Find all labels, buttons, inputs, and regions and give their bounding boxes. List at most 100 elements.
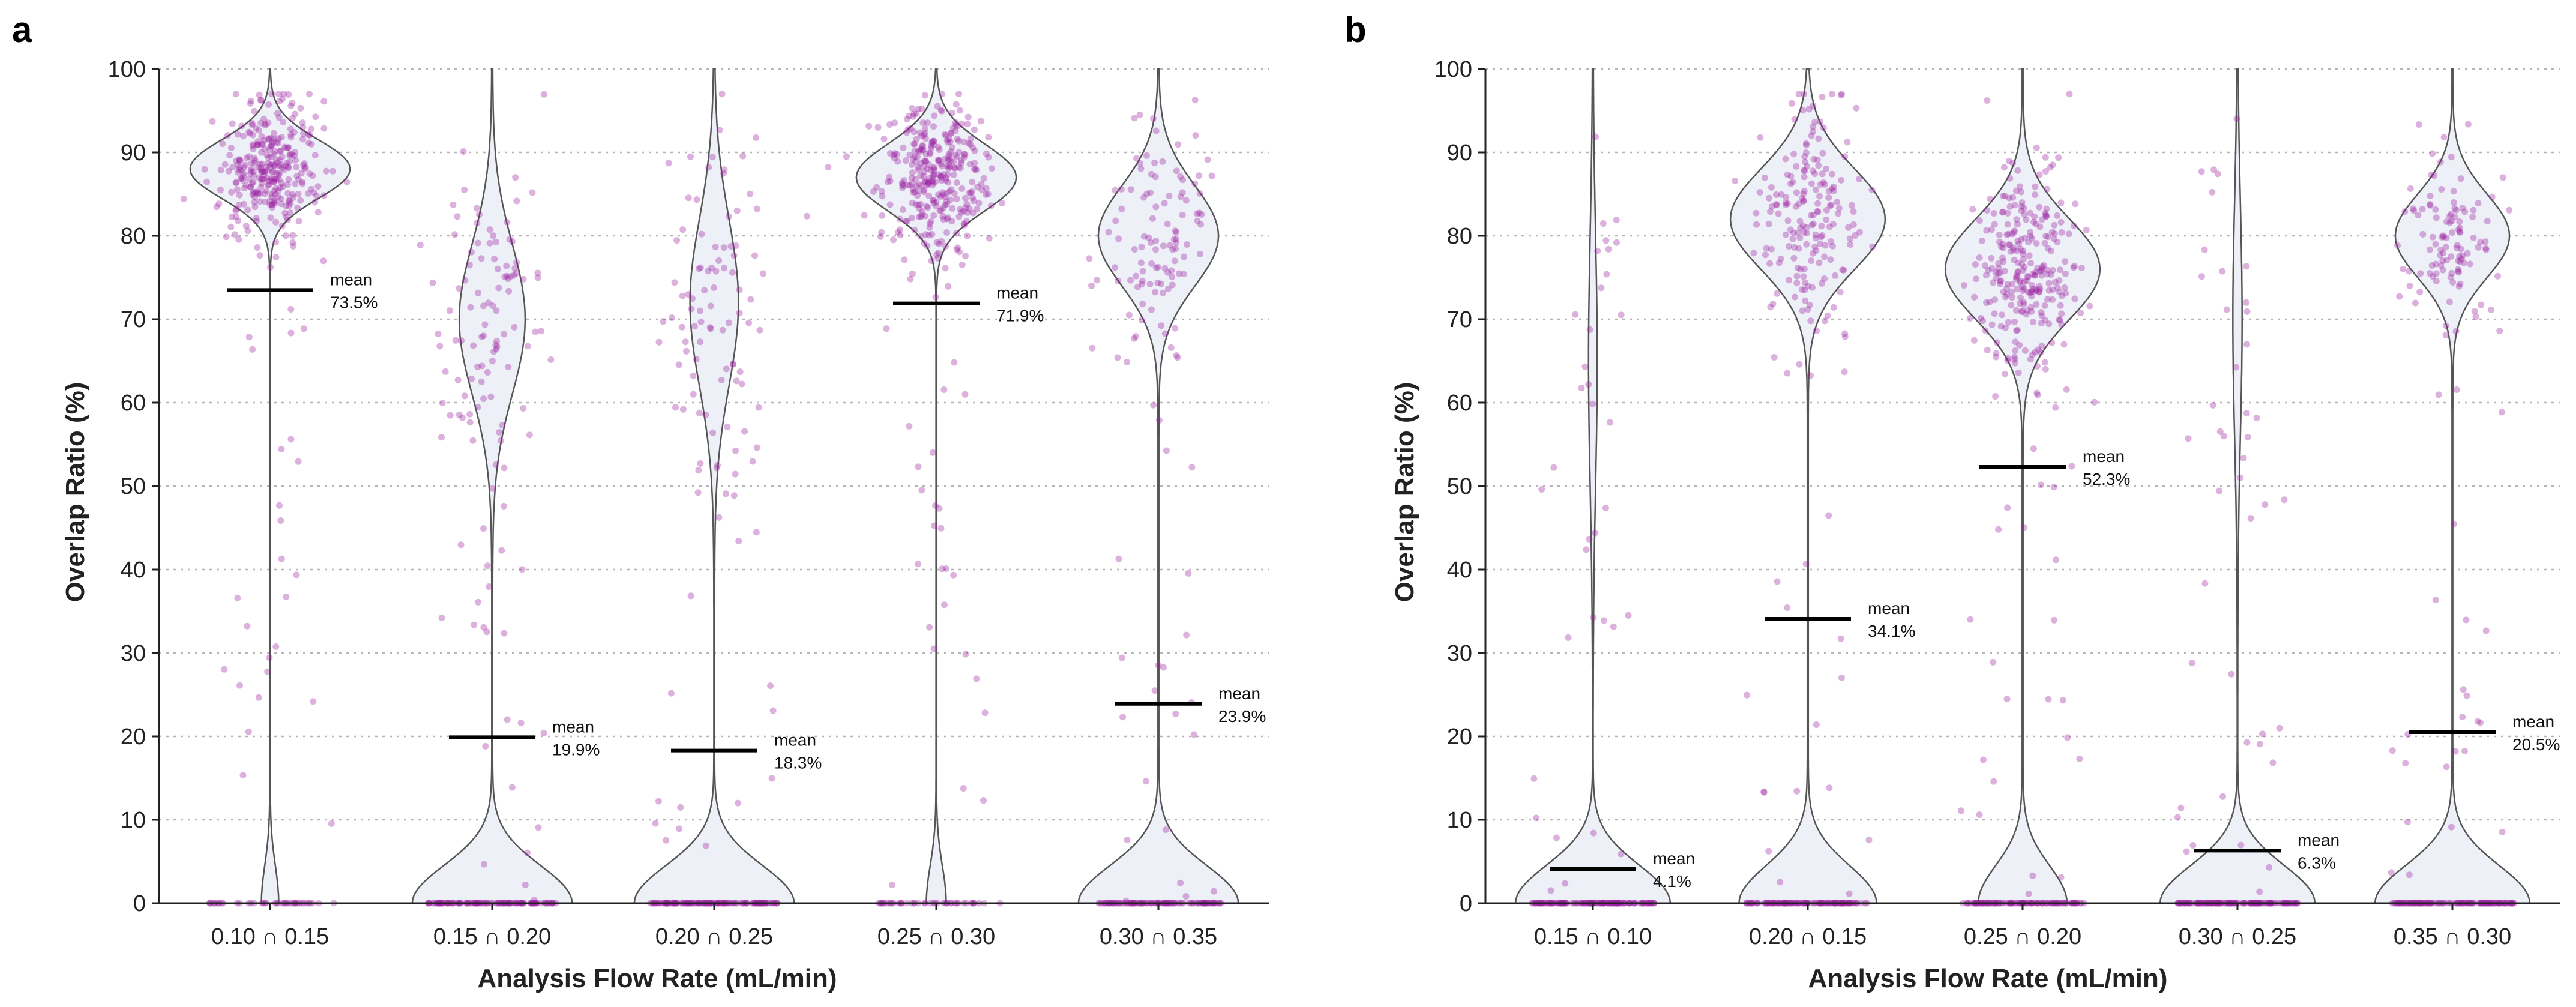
- data-point: [985, 154, 992, 161]
- data-point: [2018, 261, 2026, 268]
- data-point: [503, 262, 510, 269]
- data-point: [529, 189, 536, 196]
- data-point: [1155, 417, 1163, 424]
- data-point: [890, 236, 897, 244]
- data-point: [1147, 239, 1154, 246]
- data-point: [688, 305, 695, 313]
- data-point: [256, 175, 263, 182]
- data-point: [227, 223, 235, 230]
- data-point: [1997, 323, 2005, 330]
- data-point: [1181, 253, 1188, 260]
- data-point: [1821, 181, 1828, 188]
- data-point: [2482, 627, 2490, 634]
- data-point: [1976, 217, 1983, 224]
- data-point: [286, 158, 293, 165]
- data-point: [330, 167, 336, 175]
- data-point: [909, 169, 916, 176]
- data-point: [1115, 277, 1122, 284]
- data-point: [2506, 206, 2513, 214]
- data-point: [2443, 218, 2450, 225]
- data-point: [2004, 209, 2011, 217]
- data-point: [305, 131, 312, 138]
- data-point: [1553, 834, 1560, 841]
- data-point: [923, 203, 930, 210]
- data-point: [894, 229, 901, 236]
- data-point: [2011, 229, 2017, 236]
- data-point: [843, 153, 850, 160]
- data-point: [877, 233, 884, 240]
- data-point: [268, 193, 275, 200]
- data-point: [2032, 272, 2038, 279]
- data-point: [213, 203, 220, 211]
- data-point: [2475, 244, 2482, 251]
- data-point: [274, 110, 281, 117]
- data-point: [254, 190, 262, 197]
- data-point: [1810, 250, 1817, 257]
- data-point: [2062, 290, 2069, 297]
- data-point: [2027, 229, 2034, 236]
- data-point: [958, 160, 965, 166]
- data-point: [902, 218, 909, 225]
- data-point: [1808, 180, 1815, 187]
- data-point: [2009, 230, 2016, 238]
- data-point: [1136, 111, 1143, 118]
- data-point: [2013, 274, 2020, 280]
- data-point: [289, 239, 296, 246]
- data-point: [271, 130, 278, 137]
- data-point: [283, 593, 290, 600]
- data-point: [1778, 191, 1785, 198]
- data-point: [2039, 216, 2045, 223]
- data-point: [278, 555, 285, 562]
- data-point: [438, 614, 445, 621]
- data-point: [909, 105, 916, 112]
- data-point: [1160, 664, 1167, 671]
- data-point: [1757, 134, 1764, 141]
- violin-4: [855, 68, 1017, 904]
- data-point: [466, 410, 474, 418]
- data-point: [2023, 311, 2030, 318]
- data-point: [255, 164, 262, 171]
- data-point: [886, 173, 893, 181]
- data-point: [901, 177, 907, 184]
- data-point: [245, 175, 253, 182]
- data-point: [1990, 658, 1997, 666]
- data-point: [520, 405, 527, 412]
- data-point: [1986, 299, 1993, 305]
- data-point: [242, 182, 250, 189]
- data-point: [1768, 245, 1775, 253]
- data-point: [935, 250, 942, 256]
- data-point: [275, 139, 282, 146]
- data-point: [1823, 166, 1830, 172]
- data-point: [1772, 191, 1780, 198]
- data-point: [930, 200, 937, 207]
- violin-4: [2159, 68, 2316, 904]
- data-point: [2051, 235, 2057, 242]
- data-point: [2426, 270, 2433, 277]
- data-point: [910, 155, 916, 163]
- data-point: [2454, 242, 2461, 249]
- data-point: [2276, 724, 2283, 732]
- data-point: [2003, 696, 2011, 703]
- data-point: [925, 178, 932, 185]
- y-tick-label: 90: [121, 140, 146, 166]
- data-point: [667, 690, 675, 697]
- data-point: [933, 199, 940, 206]
- data-point: [320, 257, 327, 265]
- data-point: [951, 164, 958, 171]
- data-point: [1151, 687, 1158, 694]
- data-point: [1811, 170, 1819, 178]
- data-point: [273, 170, 280, 177]
- data-point: [2042, 211, 2050, 218]
- data-point: [1834, 199, 1841, 206]
- data-point: [1844, 139, 1851, 146]
- panel-b: b mean4.1%mean34.1%mean52.3%mean6.3%mean…: [1344, 10, 2560, 993]
- data-point: [2009, 281, 2016, 288]
- data-point: [1793, 272, 1801, 280]
- data-point: [1799, 195, 1806, 202]
- data-point: [314, 183, 322, 190]
- data-point: [919, 142, 926, 149]
- data-point: [1817, 240, 1823, 247]
- data-point: [2028, 281, 2035, 289]
